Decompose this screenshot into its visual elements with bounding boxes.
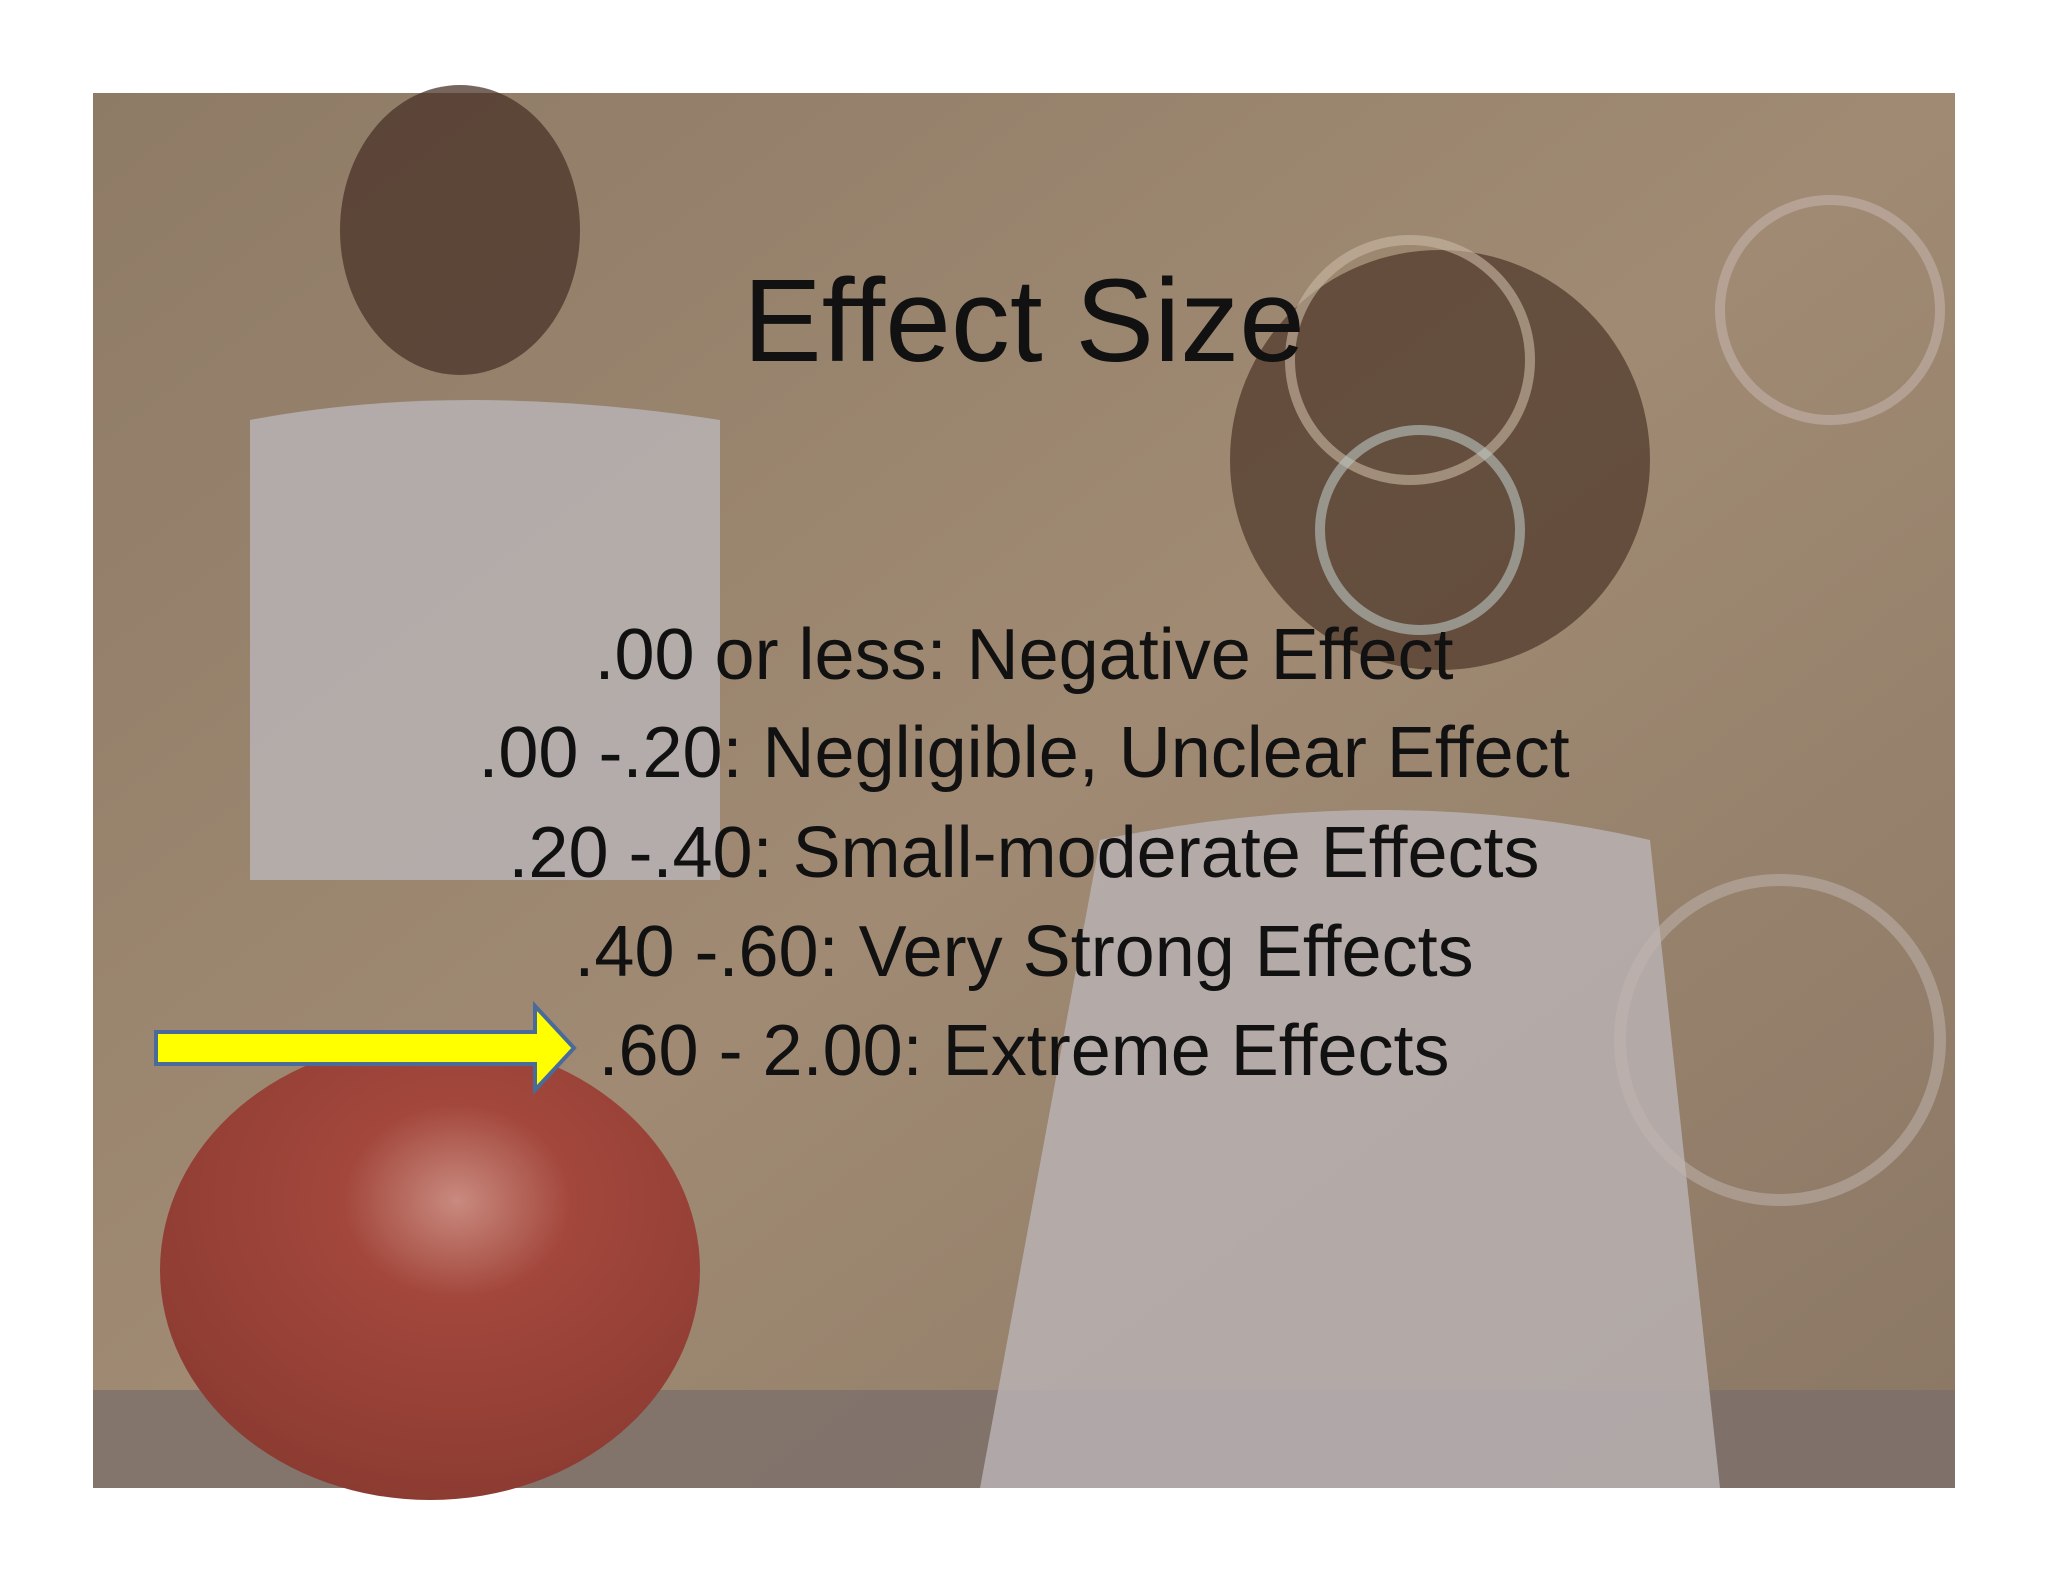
list-item: .00 -.20: Negligible, Unclear Effect [478,713,1569,793]
slide-title: Effect Size [743,255,1305,387]
list-item: .60 - 2.00: Extreme Effects [598,1011,1449,1091]
list-item: .40 -.60: Very Strong Effects [574,912,1473,992]
highlight-arrow [154,1000,577,1096]
background-photo [93,85,1955,1500]
list-item: .20 -.40: Small-moderate Effects [508,813,1539,893]
item-list: .00 or less: Negative Effect .00 -.20: N… [478,615,1569,1091]
list-item: .00 or less: Negative Effect [594,615,1453,695]
